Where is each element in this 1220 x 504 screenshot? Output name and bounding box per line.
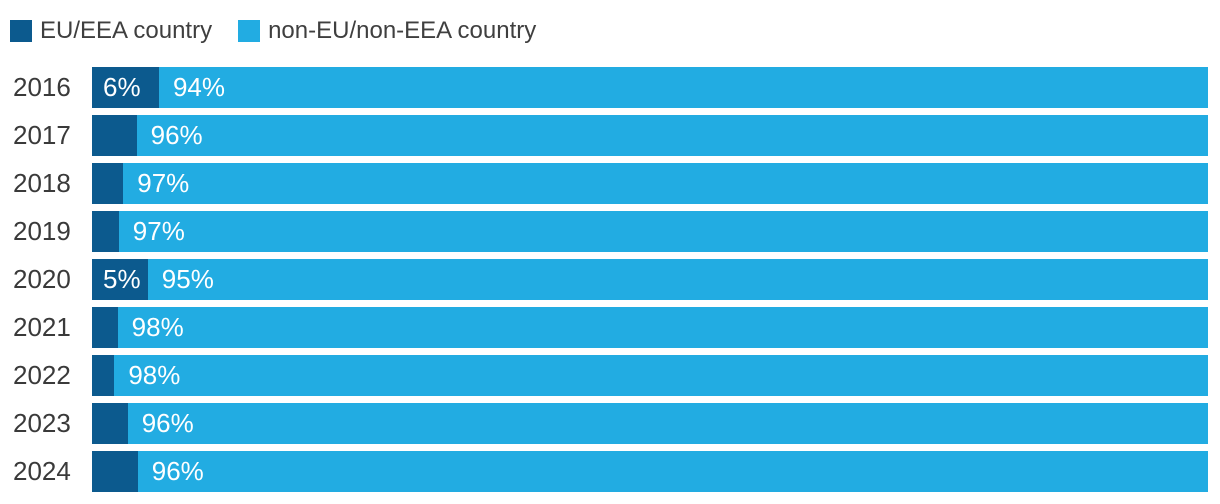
category-label-year: 2021 xyxy=(13,312,71,342)
bar-value-label-noneu: 95% xyxy=(161,264,214,294)
stacked-bar: 98% xyxy=(92,307,1208,348)
bar-value-label-noneu: 96% xyxy=(151,456,204,486)
bar-value-label-eu: 5% xyxy=(103,264,141,294)
legend-label-eu: EU/EEA country xyxy=(40,17,213,44)
chart-row: 2020 5% 95% xyxy=(0,259,1220,300)
bar-segment-noneu: 96% xyxy=(136,115,1208,156)
legend-swatch-noneu-icon xyxy=(238,20,261,42)
bar-value-label-eu: 6% xyxy=(103,72,141,102)
bar-segment-eu xyxy=(92,115,137,156)
stacked-bar: 5% 95% xyxy=(92,259,1208,300)
category-label-year: 2018 xyxy=(13,168,71,198)
chart-row: 2017 96% xyxy=(0,115,1220,156)
stacked-bar: 6% 94% xyxy=(92,67,1208,108)
legend-label-noneu: non-EU/non-EEA country xyxy=(268,17,537,44)
chart-row: 2021 98% xyxy=(0,307,1220,348)
category-label-year: 2017 xyxy=(13,120,71,150)
stacked-bar-chart: 2016 6% 94% 2017 96% 2018 97% 2019 97% 2020 5% 95% 2… xyxy=(0,67,1220,492)
category-label-year: 2022 xyxy=(13,360,71,390)
stacked-bar: 98% xyxy=(92,355,1208,396)
bar-segment-eu xyxy=(92,307,118,348)
bar-segment-noneu: 96% xyxy=(127,403,1208,444)
bar-segment-noneu: 95% xyxy=(147,259,1208,300)
chart-row: 2022 98% xyxy=(0,355,1220,396)
category-label-year: 2020 xyxy=(13,264,71,294)
legend-swatch-eu-icon xyxy=(10,20,32,42)
bar-segment-noneu: 98% xyxy=(114,355,1208,396)
bar-segment-eu: 5% xyxy=(92,259,148,300)
bar-segment-noneu: 98% xyxy=(117,307,1208,348)
stacked-bar: 97% xyxy=(92,211,1208,252)
bar-segment-eu xyxy=(92,451,138,492)
bar-segment-eu: 6% xyxy=(92,67,159,108)
category-label-year: 2016 xyxy=(13,72,71,102)
chart-row: 2018 97% xyxy=(0,163,1220,204)
category-label-year: 2023 xyxy=(13,408,71,438)
legend-item-eu: EU/EEA country xyxy=(10,18,212,44)
bar-value-label-noneu: 96% xyxy=(141,408,194,438)
bar-segment-eu xyxy=(92,355,115,396)
bar-value-label-noneu: 94% xyxy=(172,72,225,102)
chart-row: 2019 97% xyxy=(0,211,1220,252)
bar-value-label-noneu: 96% xyxy=(150,120,203,150)
stacked-bar: 96% xyxy=(92,115,1208,156)
bar-segment-eu xyxy=(92,403,128,444)
bar-value-label-noneu: 97% xyxy=(137,168,190,198)
bar-segment-eu xyxy=(92,163,124,204)
bar-segment-eu xyxy=(92,211,119,252)
chart-row: 2016 6% 94% xyxy=(0,67,1220,108)
chart-row: 2023 96% xyxy=(0,403,1220,444)
category-label-year: 2024 xyxy=(13,456,71,486)
legend: EU/EEA country non-EU/non-EEA country xyxy=(0,0,1220,44)
legend-item-noneu: non-EU/non-EEA country xyxy=(238,18,536,44)
bar-segment-noneu: 97% xyxy=(123,163,1208,204)
bar-segment-noneu: 97% xyxy=(118,211,1208,252)
bar-segment-noneu: 94% xyxy=(158,67,1208,108)
bar-value-label-noneu: 98% xyxy=(131,312,184,342)
bar-segment-noneu: 96% xyxy=(137,451,1208,492)
stacked-bar: 96% xyxy=(92,451,1208,492)
stacked-bar: 96% xyxy=(92,403,1208,444)
category-label-year: 2019 xyxy=(13,216,71,246)
bar-value-label-noneu: 97% xyxy=(132,216,185,246)
bar-value-label-noneu: 98% xyxy=(128,360,181,390)
chart-row: 2024 96% xyxy=(0,451,1220,492)
stacked-bar: 97% xyxy=(92,163,1208,204)
